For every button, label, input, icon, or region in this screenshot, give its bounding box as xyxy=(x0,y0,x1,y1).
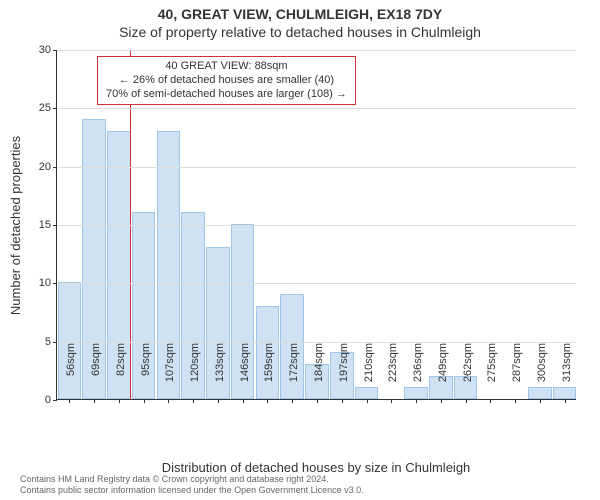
xtick-label: 95sqm xyxy=(140,343,152,403)
xtick-label: 159sqm xyxy=(263,343,275,403)
annotation-box: 40 GREAT VIEW: 88sqm ← 26% of detached h… xyxy=(97,56,356,105)
chart-plot-area: 40 GREAT VIEW: 88sqm ← 26% of detached h… xyxy=(56,50,576,400)
xtick-label: 133sqm xyxy=(214,343,226,403)
gridline xyxy=(57,283,576,284)
xtick-label: 236sqm xyxy=(412,343,424,403)
xtick-label: 120sqm xyxy=(189,343,201,403)
ytick-label: 0 xyxy=(45,394,57,406)
page-title-address: 40, GREAT VIEW, CHULMLEIGH, EX18 7DY xyxy=(0,6,600,22)
x-axis-label: Distribution of detached houses by size … xyxy=(56,460,576,475)
xtick-label: 223sqm xyxy=(387,343,399,403)
ytick-label: 5 xyxy=(45,336,57,348)
ytick-label: 15 xyxy=(39,219,57,231)
ytick-label: 20 xyxy=(39,161,57,173)
ytick-label: 30 xyxy=(39,44,57,56)
ytick-label: 25 xyxy=(39,102,57,114)
gridline xyxy=(57,225,576,226)
xtick-label: 287sqm xyxy=(511,343,523,403)
xtick-label: 300sqm xyxy=(536,343,548,403)
xtick-label: 82sqm xyxy=(115,343,127,403)
y-axis-label: Number of detached properties xyxy=(9,135,24,314)
footer-line2: Contains public sector information licen… xyxy=(20,485,364,496)
ytick-label: 10 xyxy=(39,277,57,289)
xtick-label: 56sqm xyxy=(65,343,77,403)
xtick-label: 107sqm xyxy=(164,343,176,403)
annotation-line3: 70% of semi-detached houses are larger (… xyxy=(106,88,347,102)
xtick-label: 172sqm xyxy=(288,343,300,403)
page-subtitle: Size of property relative to detached ho… xyxy=(0,24,600,40)
annotation-line2: ← 26% of detached houses are smaller (40… xyxy=(106,74,347,88)
xtick-label: 69sqm xyxy=(90,343,102,403)
annotation-line1: 40 GREAT VIEW: 88sqm xyxy=(106,60,347,74)
xtick-label: 197sqm xyxy=(338,343,350,403)
xtick-label: 249sqm xyxy=(437,343,449,403)
xtick-label: 146sqm xyxy=(239,343,251,403)
gridline xyxy=(57,50,576,51)
xtick-label: 275sqm xyxy=(486,343,498,403)
y-axis-label-wrap: Number of detached properties xyxy=(8,50,24,400)
footer-attribution: Contains HM Land Registry data © Crown c… xyxy=(20,474,364,496)
xtick-label: 210sqm xyxy=(363,343,375,403)
gridline xyxy=(57,108,576,109)
footer-line1: Contains HM Land Registry data © Crown c… xyxy=(20,474,364,485)
gridline xyxy=(57,167,576,168)
xtick-label: 262sqm xyxy=(462,343,474,403)
xtick-label: 184sqm xyxy=(313,343,325,403)
xtick-label: 313sqm xyxy=(561,343,573,403)
